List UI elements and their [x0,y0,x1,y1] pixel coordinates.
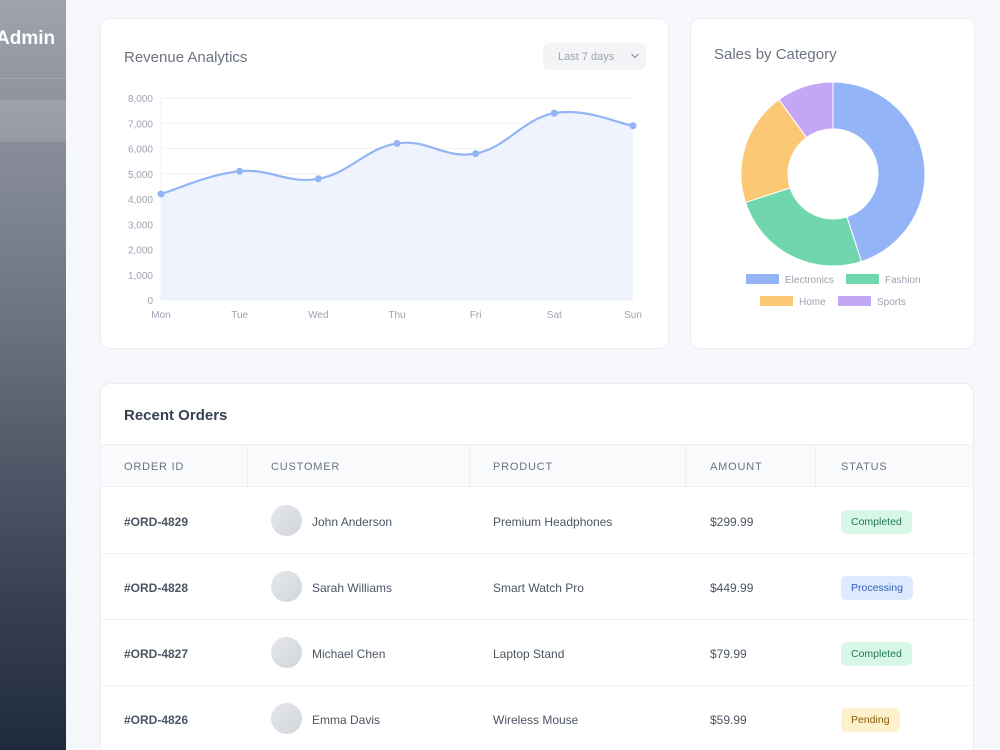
donut-slice [778,81,834,139]
y-tick-label: 5,000 [128,170,153,181]
order-amount: $449.99 [710,581,754,595]
revenue-title: Revenue Analytics [124,49,248,66]
column-header-product[interactable]: PRODUCT [493,461,553,473]
orders-title: Recent Orders [124,407,228,424]
legend-swatch [746,274,779,284]
customer-name: John Anderson [312,515,393,529]
order-amount: $79.99 [710,647,747,661]
column-divider [247,445,248,488]
product-name: Wireless Mouse [493,713,579,727]
data-point [472,150,480,158]
avatar [271,571,302,602]
sidebar-divider [0,78,66,79]
status-badge: Completed [841,510,912,534]
y-tick-label: 0 [147,296,153,307]
x-tick-label: Wed [308,310,328,321]
column-divider [469,445,470,488]
legend-swatch [760,296,793,306]
table-row[interactable]: #ORD-4826 Emma Davis Wireless Mouse $59.… [101,686,973,750]
table-row[interactable]: #ORD-4827 Michael Chen Laptop Stand $79.… [101,620,973,686]
column-divider [815,445,816,488]
legend-swatch [846,274,879,284]
product-name: Premium Headphones [493,515,613,529]
y-tick-label: 3,000 [128,220,153,231]
column-header-customer[interactable]: CUSTOMER [271,461,341,473]
status-badge: Completed [841,642,912,666]
y-tick-label: 2,000 [128,246,153,257]
order-id[interactable]: #ORD-4828 [124,581,189,595]
avatar [271,505,302,536]
y-tick-label: 8,000 [128,94,153,105]
donut-slice [744,187,863,267]
y-tick-label: 7,000 [128,119,153,130]
order-id[interactable]: #ORD-4827 [124,647,189,661]
range-select[interactable]: Last 7 days [543,43,646,70]
sidebar: Admin [0,0,66,750]
sales-donut-chart: Electronics Fashion Home Sports [740,81,926,308]
data-point [236,167,244,175]
sales-title: Sales by Category [714,46,837,63]
order-amount: $299.99 [710,515,754,529]
legend-label: Electronics [785,275,834,286]
sales-card: Sales by Category Electronics Fashion Home… [690,18,975,349]
data-point [393,139,401,147]
status-badge: Pending [841,708,900,732]
x-tick-label: Sun [624,310,642,321]
table-row[interactable]: #ORD-4828 Sarah Williams Smart Watch Pro… [101,554,973,620]
revenue-card: Revenue Analytics Last 7 days 0 1,000 2,00… [100,18,669,349]
y-tick-label: 4,000 [128,195,153,206]
order-id[interactable]: #ORD-4826 [124,713,189,727]
avatar [271,637,302,668]
column-header-amount[interactable]: AMOUNT [710,461,763,473]
data-point [629,122,637,130]
customer-name: Michael Chen [312,647,386,661]
column-divider [685,445,686,488]
x-tick-label: Mon [151,310,170,321]
column-header-order-id[interactable]: ORDER ID [124,461,185,473]
product-name: Smart Watch Pro [493,581,584,595]
x-tick-label: Fri [470,310,482,321]
product-name: Laptop Stand [493,647,565,661]
customer-name: Emma Davis [312,713,381,727]
y-tick-label: 6,000 [128,145,153,156]
table-row[interactable]: #ORD-4829 John Anderson Premium Headphon… [101,488,973,554]
column-header-status[interactable]: STATUS [841,461,888,473]
sidebar-item-active[interactable] [0,100,66,142]
revenue-line-chart: 0 1,000 2,000 3,000 4,000 5,000 6,000 7,000 8,00… [128,94,642,321]
legend-label: Sports [877,297,906,308]
x-tick-label: Sat [547,310,562,321]
revenue-area-fill [161,111,633,300]
chevron-down-icon [631,53,639,59]
order-id[interactable]: #ORD-4829 [124,515,189,529]
table-header: ORDER ID CUSTOMER PRODUCT AMOUNT STATUS [101,444,973,488]
donut-slice [832,81,926,263]
data-point [314,175,322,183]
x-tick-label: Thu [388,310,405,321]
customer-name: Sarah Williams [312,581,393,595]
status-badge: Processing [841,576,913,600]
x-tick-label: Tue [231,310,248,321]
avatar [271,703,302,734]
brand-title: Admin [0,28,56,49]
data-point [550,109,558,117]
data-point [157,190,165,198]
legend-label: Fashion [885,275,921,286]
order-amount: $59.99 [710,713,747,727]
legend-swatch [838,296,871,306]
orders-card: Recent Orders ORDER ID CUSTOMER PRODUCT … [100,383,974,750]
range-select-label: Last 7 days [558,50,615,63]
legend-label: Home [799,297,826,308]
y-tick-label: 1,000 [128,271,153,282]
